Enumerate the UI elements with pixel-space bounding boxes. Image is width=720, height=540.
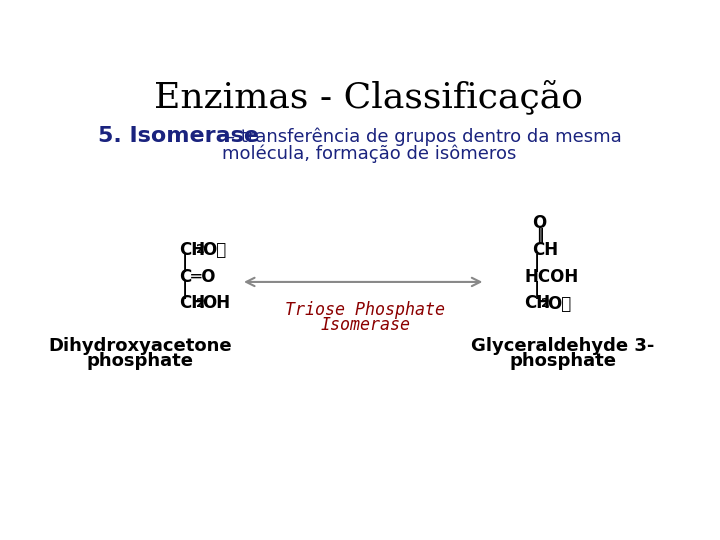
Text: molécula, formação de isômeros: molécula, formação de isômeros [222,144,516,163]
Text: phosphate: phosphate [87,352,194,370]
Text: CH: CH [532,241,558,259]
Text: Glyceraldehyde 3-: Glyceraldehyde 3- [471,337,654,355]
Text: – transferência de grupos dentro da mesma: – transferência de grupos dentro da mesm… [225,127,621,146]
Text: OⓅ: OⓅ [202,241,227,259]
Text: Enzimas - Classificação: Enzimas - Classificação [155,80,583,114]
Text: phosphate: phosphate [509,352,616,370]
Text: OⓅ: OⓅ [547,294,572,313]
Text: HCOH: HCOH [524,267,578,286]
Text: Dihydroxyacetone: Dihydroxyacetone [48,337,232,355]
Text: Triose Phosphate: Triose Phosphate [285,301,445,319]
Text: O: O [532,214,546,232]
Text: |: | [181,254,188,273]
Text: CH: CH [524,294,550,313]
Text: C═O: C═O [179,267,215,286]
Text: |: | [534,281,540,299]
Text: CH: CH [179,294,205,313]
Text: 2: 2 [196,243,205,256]
Text: |: | [181,281,188,299]
Text: |: | [534,254,540,273]
Text: CH: CH [179,241,205,259]
Text: 2: 2 [196,297,205,310]
Text: ‖: ‖ [536,228,544,244]
Text: Isomerase: Isomerase [320,316,410,334]
Text: OH: OH [202,294,230,313]
Text: 2: 2 [541,297,550,310]
Text: 5. Isomerase: 5. Isomerase [98,126,258,146]
